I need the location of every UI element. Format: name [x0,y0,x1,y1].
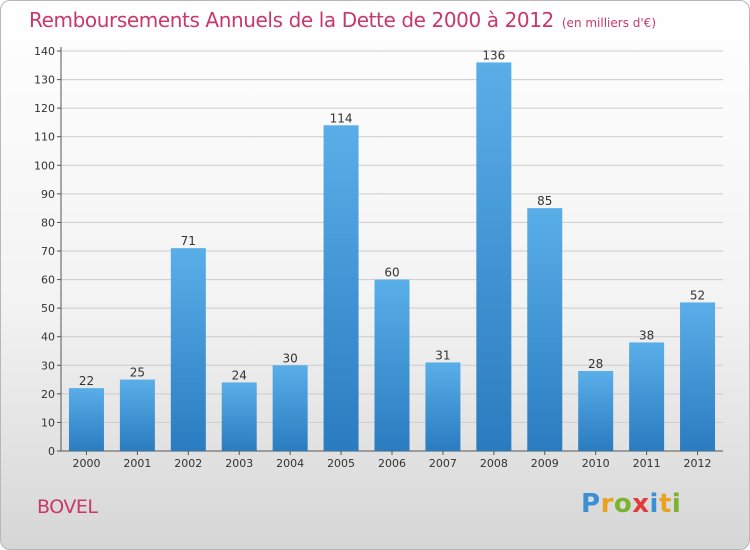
logo-letter: o [613,489,633,519]
data-label: 24 [232,368,247,382]
x-tick-label: 2012 [684,457,712,470]
y-tick-label: 60 [41,274,55,287]
logo-letter: i [649,489,659,519]
x-tick-label: 2007 [429,457,457,470]
y-tick-label: 20 [41,388,55,401]
x-tick-label: 2003 [225,457,253,470]
x-tick-label: 2006 [378,457,406,470]
bar [527,208,563,451]
bar [323,125,359,452]
y-tick-label: 0 [48,445,55,458]
logo-letter: i [671,489,682,519]
logo-letter: x [632,489,650,519]
data-label: 30 [283,351,298,365]
bar [680,302,716,451]
commune-name: BOVEL [37,496,98,518]
x-tick-label: 2000 [72,457,100,470]
x-tick-label: 2009 [531,457,559,470]
data-label: 25 [130,366,145,380]
y-tick-label: 30 [41,359,55,372]
x-tick-label: 2001 [123,457,151,470]
y-tick-label: 90 [41,188,55,201]
data-label: 60 [384,266,399,280]
proxiti-logo: Proxiti [581,489,681,519]
bar [425,362,461,451]
bar [629,342,665,451]
chart-title: Remboursements Annuels de la Dette de 20… [29,8,656,32]
y-tick-label: 100 [34,159,55,172]
data-label: 71 [181,234,196,248]
bars [68,62,716,452]
y-tick-label: 110 [34,131,55,144]
data-label: 114 [330,111,353,125]
y-tick-label: 40 [41,331,55,344]
data-label: 136 [482,48,505,62]
data-label: 38 [639,328,654,342]
data-label: 85 [537,194,552,208]
x-tick-label: 2008 [480,457,508,470]
x-tick-label: 2010 [582,457,610,470]
bar [221,382,257,451]
y-tick-label: 50 [41,302,55,315]
bar [374,279,410,451]
y-tick-label: 130 [34,74,55,87]
bar [119,379,155,451]
x-tick-label: 2011 [633,457,661,470]
logo-letter: P [581,489,601,519]
y-tick-label: 140 [34,45,55,58]
data-label: 31 [435,348,450,362]
data-label: 22 [79,374,94,388]
x-tick-label: 2004 [276,457,304,470]
bar [170,248,206,451]
y-tick-label: 10 [41,416,55,429]
logo-letter: t [658,489,672,519]
bar [476,62,512,452]
chart-unit-text: (en milliers d'€) [561,16,656,30]
data-label: 28 [588,357,603,371]
bar [272,365,308,451]
bar [68,388,104,451]
labels: 0 10 20 30 40 50 60 70 80 90 100 110 120 130 140 22 2000… [34,45,712,470]
logo-letter: r [600,489,614,519]
y-tick-label: 120 [34,102,55,115]
chart-title-text: Remboursements Annuels de la Dette de 20… [29,8,554,32]
x-tick-label: 2005 [327,457,355,470]
bar [578,371,614,451]
x-tick-label: 2002 [174,457,202,470]
y-tick-label: 70 [41,245,55,258]
y-tick-label: 80 [41,216,55,229]
data-label: 52 [690,288,705,302]
